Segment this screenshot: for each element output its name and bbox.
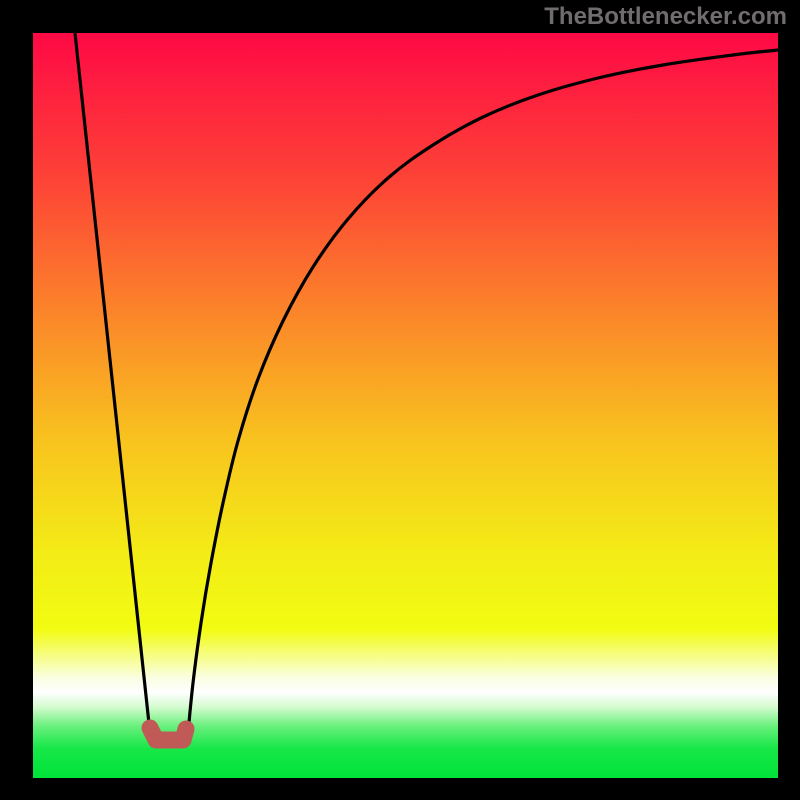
watermark-text: TheBottlenecker.com	[544, 3, 787, 31]
plot-area	[33, 33, 778, 778]
chart-container: TheBottlenecker.com	[0, 0, 800, 800]
